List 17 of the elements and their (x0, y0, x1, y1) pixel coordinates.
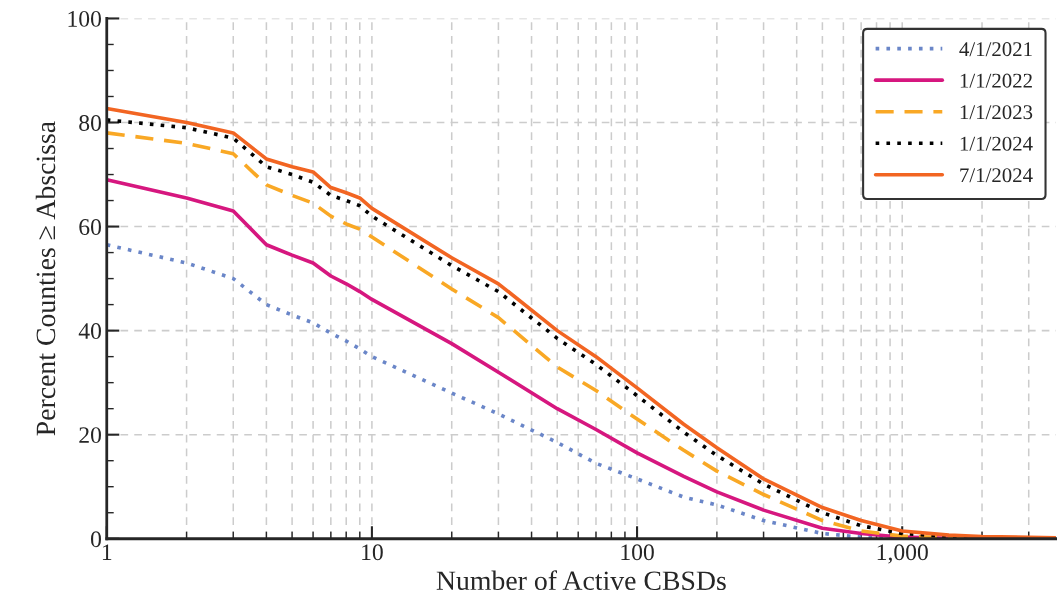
x-axis-title: Number of Active CBSDs (436, 570, 726, 591)
x-tick-label: 10 (362, 544, 383, 561)
y-tick-label: 100 (68, 10, 101, 27)
y-tick-label: 80 (79, 115, 101, 131)
y-tick-label: 0 (90, 531, 101, 548)
legend-label: 4/1/2021 (959, 42, 1032, 57)
x-tick-label: 100 (621, 544, 654, 561)
y-tick-label: 20 (79, 427, 101, 444)
legend-label: 1/1/2022 (960, 73, 1032, 88)
y-tick-label: 40 (78, 323, 101, 340)
legend-label: 1/1/2024 (960, 136, 1033, 151)
legend-label: 1/1/2023 (960, 105, 1033, 120)
x-tick-label: 1 (102, 544, 112, 560)
legend-label: 7/1/2024 (960, 168, 1033, 183)
y-axis-title: Percent Counties ≥ Abscissa (35, 121, 56, 436)
y-tick-label: 60 (79, 219, 101, 235)
x-tick-label: 1,000 (877, 544, 928, 564)
